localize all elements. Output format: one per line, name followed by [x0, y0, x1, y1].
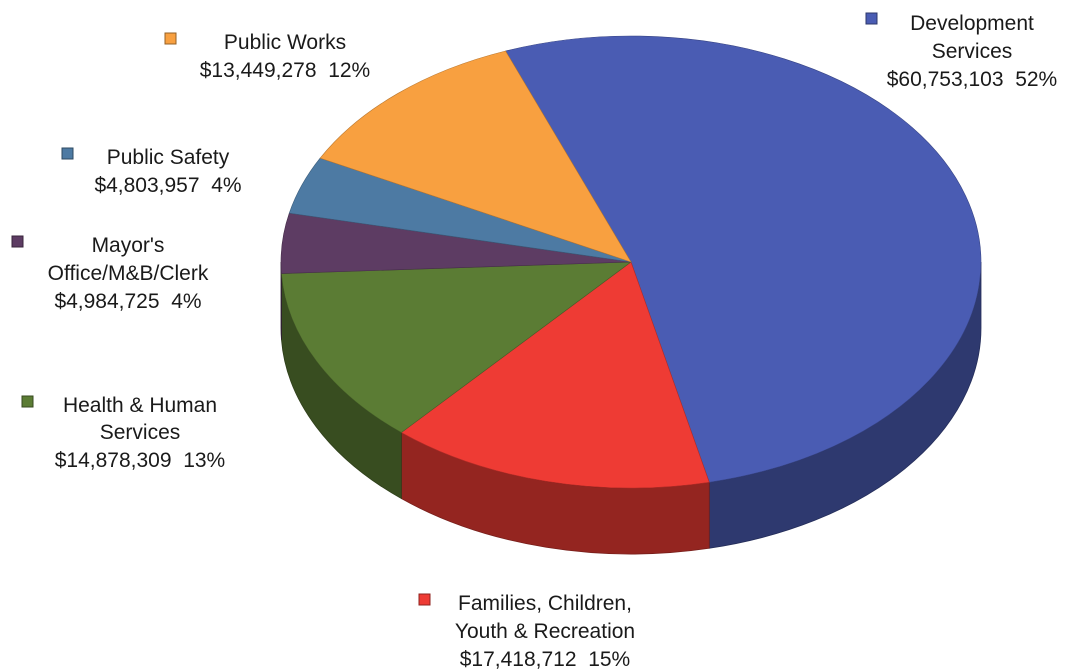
slice-name-line: Services — [932, 40, 1013, 63]
pie-slice-6 — [319, 50, 632, 263]
slice-name-line: Office/M&B/Clerk — [48, 262, 209, 285]
pie-slice-1 — [505, 35, 982, 483]
pie-top-faces — [280, 35, 982, 489]
slice-name-line: Public Safety — [107, 146, 230, 169]
slice-label-3: Health & Human Services $14,878,309 13% — [21, 394, 225, 472]
slice-value-text: $60,753,103 52% — [887, 68, 1057, 91]
legend-marker-5 — [61, 147, 74, 160]
slice-label-1: Development Services $60,753,103 52% — [865, 12, 1057, 91]
slice-value-text: $4,803,957 4% — [94, 174, 241, 197]
slice-label-4: Mayor's Office/M&B/Clerk $4,984,725 4% — [11, 234, 209, 313]
legend-marker-2 — [418, 593, 431, 606]
pie-slice-3 — [281, 261, 632, 433]
legend-marker-3 — [21, 395, 34, 408]
legend-marker-4 — [11, 235, 24, 248]
slice-value-text: $17,418,712 15% — [460, 648, 630, 669]
slice-name-line: Families, Children, — [458, 592, 632, 615]
slice-label-5: Public Safety $4,803,957 4% — [61, 146, 242, 197]
slice-name-line: Development — [910, 12, 1034, 35]
pie-slice-2 — [400, 261, 710, 489]
slice-labels: Development Services $60,753,103 52% Famili… — [11, 12, 1057, 669]
slice-name-line: Health & Human — [63, 394, 217, 417]
pie-side-walls — [280, 261, 982, 555]
slice-label-6: Public Works $13,449,278 12% — [164, 31, 370, 82]
legend-marker-1 — [865, 12, 878, 25]
legend-marker-6 — [164, 32, 177, 45]
slice-label-2: Families, Children, Youth & Recreation $17… — [418, 592, 635, 669]
slice-value-text: $13,449,278 12% — [200, 59, 370, 82]
slice-value-text: $14,878,309 13% — [55, 449, 225, 472]
slice-name-line: Public Works — [224, 31, 346, 54]
slice-name-line: Services — [100, 421, 181, 444]
slice-name-line: Mayor's — [92, 234, 165, 257]
slice-name-line: Youth & Recreation — [455, 620, 635, 643]
slice-value-text: $4,984,725 4% — [54, 290, 201, 313]
